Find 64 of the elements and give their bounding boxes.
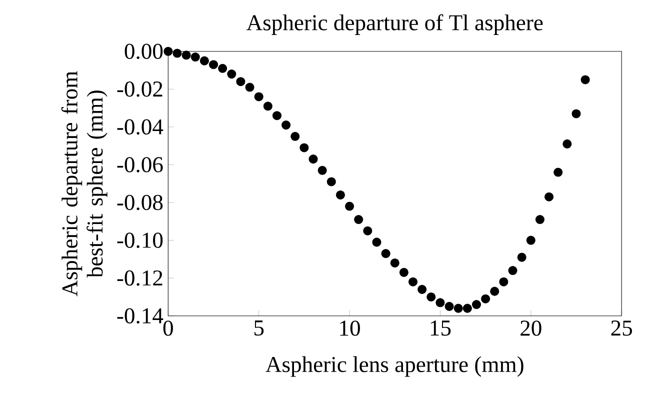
y-axis-title: Aspheric departure from best-fit sphere (mm) [61, 71, 108, 296]
y-tick-label: -0.06 [117, 157, 163, 172]
point [236, 77, 246, 86]
point [544, 192, 554, 202]
point [272, 111, 282, 120]
point [436, 298, 445, 308]
point [290, 132, 300, 141]
point [462, 304, 472, 313]
x-tick-label: 20 [520, 320, 542, 336]
point [182, 50, 191, 60]
y-tick-label: -0.08 [117, 194, 163, 210]
y-tick-label: 0.00 [124, 44, 163, 60]
point [454, 304, 463, 313]
point [245, 82, 254, 92]
point [318, 166, 327, 175]
point [580, 75, 590, 84]
point [562, 139, 572, 148]
point [508, 266, 518, 276]
point [300, 143, 309, 152]
x-axis-title: Aspheric lens aperture (mm) [266, 356, 524, 377]
point [517, 252, 526, 262]
y-tick-label: -0.14 [117, 308, 164, 324]
point [472, 300, 481, 310]
x-tick-label: 5 [254, 320, 264, 336]
x-tick-label: 0 [163, 320, 173, 336]
point [164, 46, 173, 56]
y-tick-label: -0.10 [117, 232, 163, 248]
point [399, 268, 408, 277]
point [354, 214, 364, 224]
point [326, 177, 336, 186]
x-tick-label: 10 [340, 320, 360, 336]
point [535, 214, 544, 224]
point [526, 236, 536, 245]
point [190, 52, 200, 62]
y-tick-label: -0.02 [117, 81, 162, 97]
point [218, 64, 228, 73]
y-tick-label: -0.04 [117, 119, 164, 135]
point [481, 294, 490, 304]
point [336, 190, 345, 200]
x-tick-label: 15 [430, 320, 451, 336]
point [372, 238, 382, 247]
point [490, 286, 500, 296]
point [263, 102, 272, 111]
point [172, 48, 182, 58]
point [426, 292, 436, 302]
point [554, 168, 563, 177]
point [408, 277, 418, 286]
y-tick-label: -0.12 [117, 270, 162, 286]
point [390, 258, 400, 268]
point [282, 120, 291, 130]
point [345, 202, 354, 211]
point [499, 277, 508, 286]
point [444, 302, 454, 311]
point [208, 60, 218, 70]
point [308, 154, 318, 164]
point [572, 109, 581, 118]
chart-title: Aspheric departure of Tl asphere [246, 14, 543, 35]
point [254, 92, 264, 102]
point [227, 70, 236, 79]
point [418, 284, 427, 294]
x-tick-label: 25 [611, 320, 632, 336]
point [381, 249, 390, 258]
point [200, 56, 209, 66]
point [363, 226, 372, 236]
